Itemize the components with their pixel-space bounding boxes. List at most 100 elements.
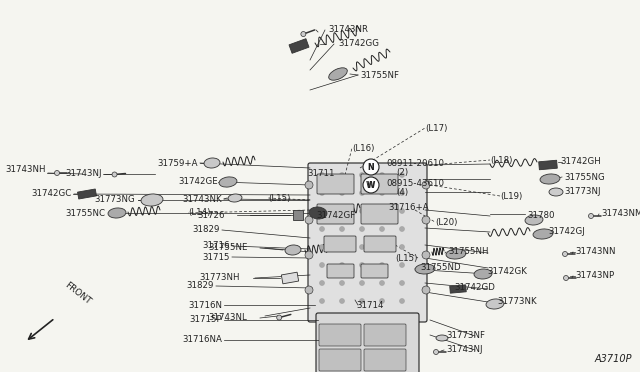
Circle shape xyxy=(305,251,313,259)
Text: 31755NH: 31755NH xyxy=(448,247,488,257)
Text: 31743NP: 31743NP xyxy=(575,272,614,280)
Ellipse shape xyxy=(285,245,301,255)
Circle shape xyxy=(339,244,344,250)
Circle shape xyxy=(360,280,365,285)
Text: 31715: 31715 xyxy=(202,253,230,262)
Circle shape xyxy=(360,244,365,250)
Text: A3710P: A3710P xyxy=(595,354,632,364)
Text: 31742GF: 31742GF xyxy=(316,211,355,219)
Polygon shape xyxy=(293,210,303,220)
Polygon shape xyxy=(539,160,557,170)
Circle shape xyxy=(380,280,385,285)
Circle shape xyxy=(360,263,365,267)
Text: N: N xyxy=(368,163,374,171)
Ellipse shape xyxy=(549,188,563,196)
Circle shape xyxy=(319,263,324,267)
Circle shape xyxy=(319,190,324,196)
Text: (L15): (L15) xyxy=(396,253,418,263)
Text: (L20): (L20) xyxy=(435,218,458,227)
FancyBboxPatch shape xyxy=(308,163,427,322)
FancyBboxPatch shape xyxy=(364,324,406,346)
Circle shape xyxy=(399,280,404,285)
Text: (4): (4) xyxy=(396,189,408,198)
Circle shape xyxy=(399,298,404,304)
Text: 31743NH: 31743NH xyxy=(6,166,46,174)
Text: 31773NH: 31773NH xyxy=(200,273,240,282)
Text: 31829: 31829 xyxy=(187,282,214,291)
Ellipse shape xyxy=(540,174,560,184)
Ellipse shape xyxy=(219,177,237,187)
Circle shape xyxy=(563,276,568,280)
Circle shape xyxy=(380,173,385,177)
Text: 31742GK: 31742GK xyxy=(487,267,527,276)
Ellipse shape xyxy=(446,249,466,259)
Text: W: W xyxy=(365,180,374,189)
Circle shape xyxy=(331,356,339,364)
Circle shape xyxy=(380,208,385,214)
Circle shape xyxy=(363,159,379,175)
Text: 31726: 31726 xyxy=(198,211,225,219)
Text: 31743NK: 31743NK xyxy=(182,195,222,203)
Circle shape xyxy=(54,170,60,176)
Text: 31773NG: 31773NG xyxy=(94,196,135,205)
Circle shape xyxy=(360,173,365,177)
Circle shape xyxy=(380,263,385,267)
Circle shape xyxy=(360,227,365,231)
Circle shape xyxy=(301,32,306,36)
Circle shape xyxy=(433,350,438,355)
Circle shape xyxy=(371,356,379,364)
Text: N: N xyxy=(367,163,373,171)
Ellipse shape xyxy=(415,264,435,274)
Text: 31743NM: 31743NM xyxy=(601,209,640,218)
Circle shape xyxy=(399,263,404,267)
Circle shape xyxy=(380,298,385,304)
Circle shape xyxy=(422,286,430,294)
Text: (L15): (L15) xyxy=(268,193,291,202)
Text: (L16): (L16) xyxy=(352,144,374,153)
Text: 31743NL: 31743NL xyxy=(208,314,247,323)
Text: 31743NJ: 31743NJ xyxy=(446,346,483,355)
Text: 31743NR: 31743NR xyxy=(328,26,368,35)
Text: 31773NJ: 31773NJ xyxy=(564,187,600,196)
Text: 31742GH: 31742GH xyxy=(560,157,601,167)
Text: 31742GD: 31742GD xyxy=(454,283,495,292)
Circle shape xyxy=(305,216,313,224)
Text: 08915-43610: 08915-43610 xyxy=(386,179,444,187)
Ellipse shape xyxy=(474,269,492,279)
Text: 31716: 31716 xyxy=(202,241,230,250)
Circle shape xyxy=(319,298,324,304)
Text: 08911-20610: 08911-20610 xyxy=(386,158,444,167)
FancyBboxPatch shape xyxy=(319,324,361,346)
Text: 31714: 31714 xyxy=(356,301,383,310)
Text: 31716NA: 31716NA xyxy=(182,336,222,344)
Circle shape xyxy=(380,227,385,231)
Text: 31716N: 31716N xyxy=(188,301,222,310)
Circle shape xyxy=(305,181,313,189)
FancyBboxPatch shape xyxy=(364,349,406,371)
Polygon shape xyxy=(450,285,467,293)
Ellipse shape xyxy=(329,68,348,80)
Text: 31742GE: 31742GE xyxy=(179,177,218,186)
Text: 31715P: 31715P xyxy=(189,315,222,324)
Circle shape xyxy=(371,331,379,339)
Text: 31829: 31829 xyxy=(193,225,220,234)
Text: FRONT: FRONT xyxy=(63,280,93,306)
Text: 31773NF: 31773NF xyxy=(446,331,485,340)
Text: 31742GG: 31742GG xyxy=(338,39,379,48)
Circle shape xyxy=(319,244,324,250)
Circle shape xyxy=(399,244,404,250)
Text: 31755ND: 31755ND xyxy=(420,263,461,273)
Polygon shape xyxy=(282,272,299,284)
Text: 31716+A: 31716+A xyxy=(388,203,429,212)
Ellipse shape xyxy=(486,299,504,309)
Text: 31743NN: 31743NN xyxy=(575,247,616,257)
FancyBboxPatch shape xyxy=(327,264,354,278)
Text: 31755NF: 31755NF xyxy=(360,71,399,80)
Ellipse shape xyxy=(436,335,448,341)
Ellipse shape xyxy=(204,158,220,168)
FancyBboxPatch shape xyxy=(316,313,419,372)
Text: 31711: 31711 xyxy=(307,170,335,179)
Ellipse shape xyxy=(228,194,242,202)
Text: 31759+A: 31759+A xyxy=(157,158,198,167)
Circle shape xyxy=(360,298,365,304)
